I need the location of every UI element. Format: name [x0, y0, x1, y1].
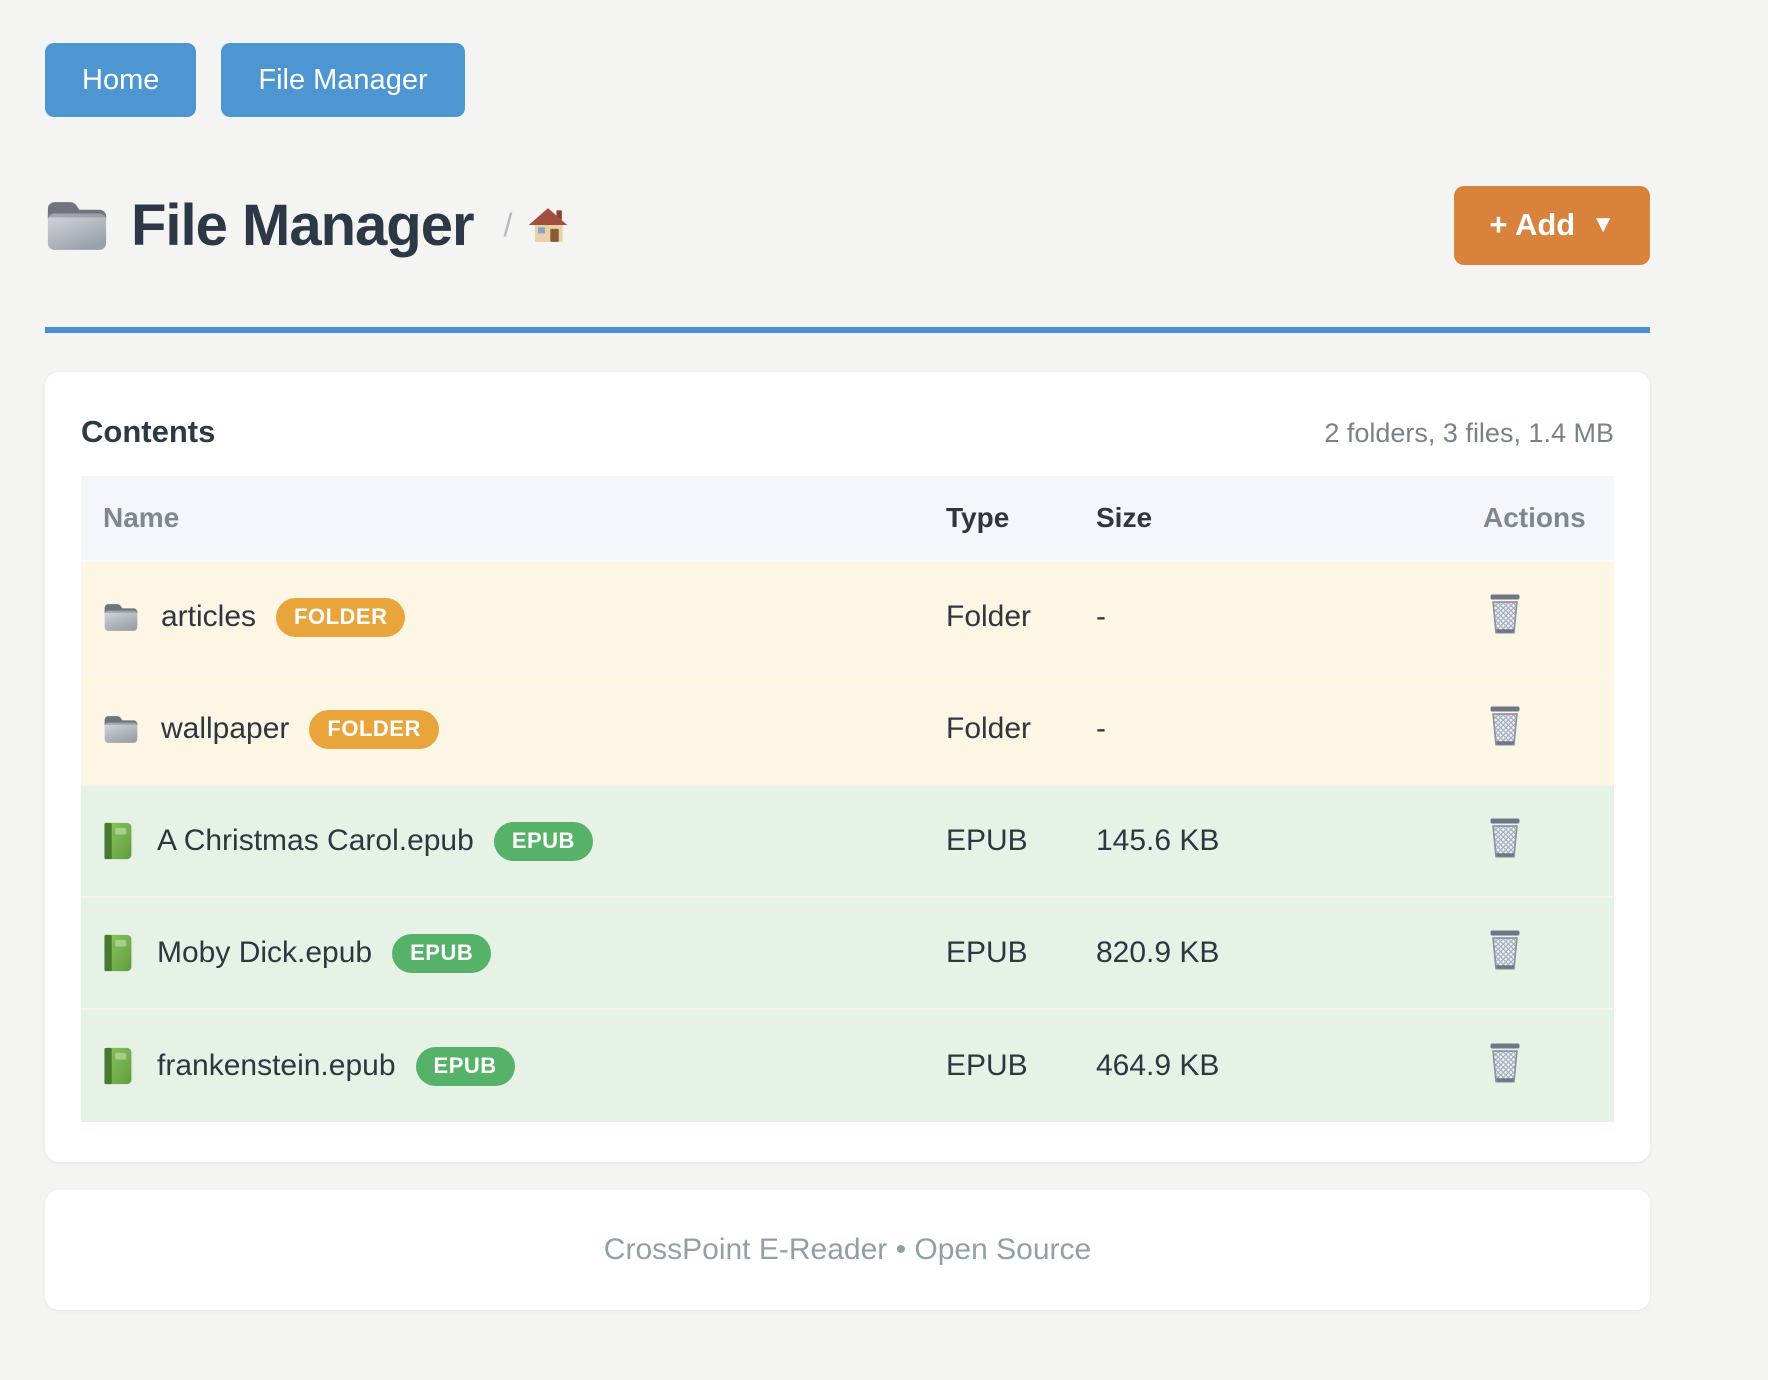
table-row[interactable]: wallpaper FOLDER Folder -: [81, 674, 1614, 786]
file-type: EPUB: [946, 1049, 1028, 1082]
top-nav: Home File Manager: [45, 43, 1650, 117]
delete-button[interactable]: [1483, 1038, 1527, 1088]
page: Home File Manager File Manager / + Add ▼…: [45, 43, 1650, 1310]
add-button[interactable]: + Add ▼: [1454, 185, 1650, 265]
contents-heading: Contents: [81, 414, 216, 449]
page-header: File Manager / + Add ▼: [45, 179, 1650, 271]
delete-button[interactable]: [1483, 701, 1527, 751]
delete-button[interactable]: [1483, 925, 1527, 975]
delete-button[interactable]: [1483, 589, 1527, 639]
breadcrumb-separator: /: [503, 206, 513, 243]
folder-icon: [47, 202, 107, 250]
chevron-down-icon: ▼: [1591, 211, 1615, 238]
green-book-icon: [104, 822, 134, 860]
wastebasket-icon: [1489, 593, 1521, 634]
file-size: 145.6 KB: [1096, 824, 1220, 857]
folder-icon: [104, 716, 138, 743]
file-type: Folder: [946, 600, 1032, 633]
contents-card: Contents 2 folders, 3 files, 1.4 MB Name…: [45, 372, 1650, 1162]
file-size: -: [1096, 712, 1106, 745]
file-type: EPUB: [946, 936, 1028, 969]
file-type: Folder: [946, 712, 1032, 745]
file-name-link[interactable]: A Christmas Carol.epub: [157, 824, 474, 857]
type-badge: FOLDER: [276, 597, 406, 637]
green-book-icon: [104, 934, 134, 972]
wastebasket-icon: [1489, 929, 1521, 970]
delete-button[interactable]: [1483, 813, 1527, 863]
file-name-link[interactable]: articles: [161, 600, 257, 633]
file-name-link[interactable]: Moby Dick.epub: [157, 936, 373, 969]
file-manager-button[interactable]: File Manager: [221, 43, 465, 117]
footer-text: CrossPoint E-Reader • Open Source: [603, 1233, 1092, 1266]
table-row[interactable]: Moby Dick.epub EPUB EPUB 820.9 KB: [81, 898, 1614, 1010]
column-header-size: Size: [1096, 502, 1153, 533]
table-row[interactable]: frankenstein.epub EPUB EPUB 464.9 KB: [81, 1010, 1614, 1122]
type-badge: EPUB: [415, 1046, 515, 1086]
type-badge: EPUB: [493, 821, 593, 861]
contents-summary: 2 folders, 3 files, 1.4 MB: [1324, 418, 1614, 448]
home-button[interactable]: Home: [45, 43, 197, 117]
wastebasket-icon: [1489, 1042, 1521, 1083]
wastebasket-icon: [1489, 817, 1521, 858]
green-book-icon: [104, 1047, 134, 1085]
table-row[interactable]: A Christmas Carol.epub EPUB EPUB 145.6 K…: [81, 786, 1614, 898]
page-title: File Manager: [131, 192, 475, 258]
column-header-type: Type: [946, 502, 1010, 533]
file-name-link[interactable]: frankenstein.epub: [157, 1049, 396, 1082]
file-size: -: [1096, 600, 1106, 633]
type-badge: FOLDER: [309, 709, 439, 749]
file-size: 464.9 KB: [1096, 1049, 1220, 1082]
footer: CrossPoint E-Reader • Open Source: [45, 1190, 1650, 1310]
column-header-actions: Actions: [1483, 502, 1586, 533]
type-badge: EPUB: [392, 933, 492, 973]
add-button-label: + Add: [1489, 207, 1576, 242]
file-size: 820.9 KB: [1096, 936, 1220, 969]
file-table: Name Type Size Actions articles FOLDER F…: [81, 476, 1614, 1122]
folder-icon: [104, 604, 138, 631]
table-header-row: Name Type Size Actions: [81, 476, 1614, 562]
table-row[interactable]: articles FOLDER Folder -: [81, 562, 1614, 674]
file-type: EPUB: [946, 824, 1028, 857]
wastebasket-icon: [1489, 705, 1521, 746]
file-name-link[interactable]: wallpaper: [161, 712, 290, 745]
contents-card-header: Contents 2 folders, 3 files, 1.4 MB: [81, 410, 1614, 455]
column-header-name: Name: [103, 502, 180, 533]
header-divider: [45, 327, 1650, 333]
house-icon[interactable]: [528, 206, 568, 244]
